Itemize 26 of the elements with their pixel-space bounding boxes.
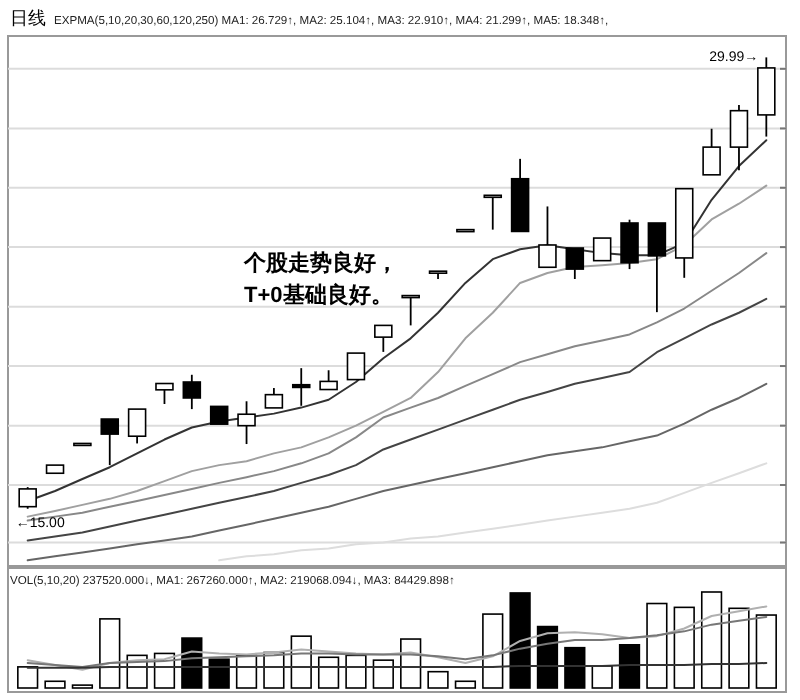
bar (728, 607, 750, 689)
bar (591, 665, 613, 689)
bar (673, 606, 695, 689)
bar (482, 613, 504, 689)
bar (44, 680, 66, 689)
candlestick (182, 373, 202, 411)
bar (317, 656, 340, 689)
annotation: T+0基础良好。 (244, 282, 393, 308)
bar (17, 666, 39, 689)
bar (427, 670, 449, 689)
bar (372, 659, 394, 689)
bar (564, 646, 586, 689)
bar (618, 644, 641, 689)
bar (755, 614, 777, 689)
candlestick (729, 104, 749, 172)
candlestick (291, 367, 311, 407)
annotation: 个股走势良好， (242, 250, 398, 276)
bar (509, 592, 531, 689)
bar (345, 654, 367, 689)
bar (454, 680, 477, 689)
bar (208, 658, 230, 689)
bar (646, 602, 668, 689)
chart-title: 日线 (10, 8, 46, 28)
bar (700, 591, 723, 689)
bar (99, 618, 121, 689)
candlestick (757, 56, 776, 138)
